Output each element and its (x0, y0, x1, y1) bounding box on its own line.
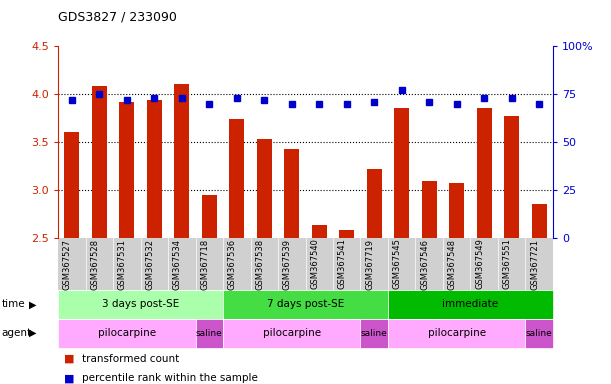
Bar (312, 225, 327, 238)
Text: GSM367548: GSM367548 (448, 238, 457, 290)
Text: 3 days post-SE: 3 days post-SE (102, 299, 179, 310)
Bar (504, 116, 519, 238)
Bar (147, 100, 162, 238)
Bar (532, 204, 547, 238)
Text: GSM367540: GSM367540 (310, 238, 320, 290)
Bar (257, 139, 272, 238)
Bar (422, 182, 437, 238)
Text: GSM367528: GSM367528 (90, 238, 100, 290)
Bar (92, 86, 107, 238)
Text: immediate: immediate (442, 299, 499, 310)
Text: GSM367718: GSM367718 (200, 238, 209, 290)
Text: percentile rank within the sample: percentile rank within the sample (82, 373, 258, 383)
Text: GSM367527: GSM367527 (63, 238, 72, 290)
Text: GSM367532: GSM367532 (145, 238, 155, 290)
Text: GSM367536: GSM367536 (228, 238, 237, 290)
Bar (284, 149, 299, 238)
Text: GSM367721: GSM367721 (530, 238, 540, 290)
Text: GSM367541: GSM367541 (338, 238, 347, 290)
Text: GSM367539: GSM367539 (283, 238, 292, 290)
Bar (477, 108, 492, 238)
Text: GSM367546: GSM367546 (420, 238, 429, 290)
Text: transformed count: transformed count (82, 354, 180, 364)
Text: 7 days post-SE: 7 days post-SE (267, 299, 344, 310)
Bar (202, 195, 217, 238)
Bar (174, 84, 189, 238)
Bar (64, 131, 79, 238)
Text: GSM367719: GSM367719 (365, 238, 374, 290)
Text: ▶: ▶ (29, 299, 37, 310)
Text: GSM367549: GSM367549 (475, 238, 485, 290)
Text: saline: saline (196, 329, 222, 338)
Text: pilocarpine: pilocarpine (428, 328, 486, 338)
Bar (229, 119, 244, 238)
Text: ■: ■ (64, 354, 75, 364)
Text: pilocarpine: pilocarpine (263, 328, 321, 338)
Text: saline: saline (361, 329, 387, 338)
Text: time: time (1, 299, 25, 310)
Text: GSM367545: GSM367545 (393, 238, 402, 290)
Text: GSM367551: GSM367551 (503, 238, 512, 290)
Bar (449, 184, 464, 238)
Text: ■: ■ (64, 373, 75, 383)
Text: GSM367531: GSM367531 (118, 238, 127, 290)
Text: GSM367534: GSM367534 (173, 238, 182, 290)
Text: pilocarpine: pilocarpine (98, 328, 156, 338)
Bar (367, 169, 382, 238)
Text: GSM367538: GSM367538 (255, 238, 264, 290)
Text: agent: agent (1, 328, 31, 338)
Bar (339, 230, 354, 238)
Text: GDS3827 / 233090: GDS3827 / 233090 (58, 10, 177, 23)
Text: saline: saline (526, 329, 552, 338)
Text: ▶: ▶ (29, 328, 37, 338)
Bar (394, 108, 409, 238)
Bar (119, 102, 134, 238)
